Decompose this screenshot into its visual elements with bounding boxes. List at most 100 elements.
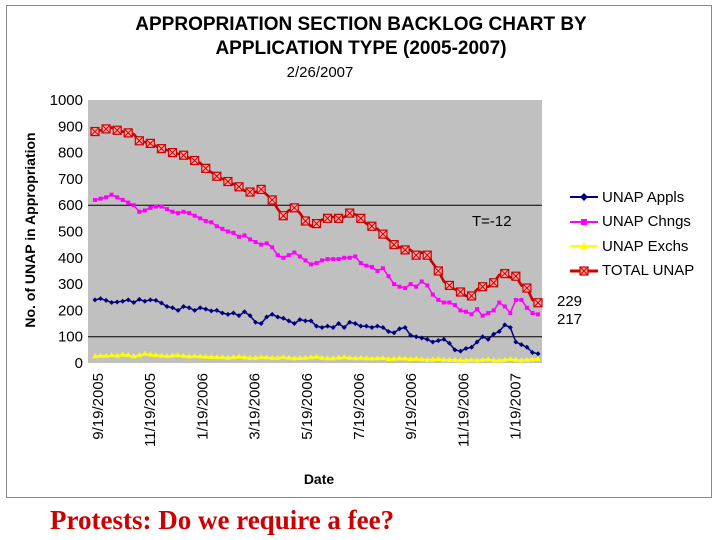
data-point-cross bbox=[168, 148, 177, 157]
data-point bbox=[463, 346, 469, 352]
chart-title: APPROPRIATION SECTION BACKLOG CHART BY bbox=[135, 14, 587, 35]
data-point bbox=[264, 314, 270, 320]
data-point bbox=[385, 328, 391, 334]
data-point bbox=[464, 309, 469, 314]
data-point bbox=[197, 353, 204, 359]
legend-item: UNAP Chngs bbox=[570, 210, 720, 235]
data-point bbox=[142, 298, 148, 304]
data-point bbox=[469, 344, 475, 350]
data-point bbox=[147, 297, 153, 303]
data-point bbox=[402, 324, 408, 330]
data-point bbox=[120, 298, 126, 304]
data-point bbox=[518, 342, 524, 348]
chart-plot: 0 100 200 300 400 500 600 700 800 900 1000 9/19/200… bbox=[50, 92, 582, 447]
data-point bbox=[513, 297, 518, 302]
data-point bbox=[446, 356, 453, 362]
data-point-cross bbox=[334, 213, 344, 223]
data-point bbox=[429, 356, 436, 362]
data-point bbox=[175, 352, 182, 358]
data-point bbox=[98, 296, 104, 302]
legend-label-total: TOTAL UNAP bbox=[602, 262, 695, 280]
x-tick-label: 5/19/2006 bbox=[299, 373, 316, 440]
data-point bbox=[141, 350, 148, 356]
data-point-cross bbox=[212, 171, 222, 181]
data-point bbox=[325, 323, 331, 329]
data-point bbox=[457, 348, 463, 354]
data-point bbox=[275, 314, 281, 320]
data-point bbox=[258, 354, 265, 360]
data-point bbox=[485, 356, 492, 362]
data-point bbox=[368, 355, 375, 361]
data-point bbox=[142, 208, 147, 213]
data-point bbox=[391, 355, 398, 361]
y-tick-label: 500 bbox=[58, 224, 83, 241]
data-point bbox=[286, 318, 292, 324]
data-point bbox=[186, 305, 192, 311]
data-point bbox=[114, 352, 121, 358]
data-point bbox=[286, 253, 291, 258]
data-point bbox=[441, 336, 447, 342]
data-point bbox=[392, 282, 397, 287]
data-point bbox=[418, 356, 425, 362]
legend-swatch-exchs bbox=[570, 242, 598, 250]
data-point bbox=[374, 323, 380, 329]
data-point bbox=[336, 321, 342, 327]
legend-swatch-chngs bbox=[570, 218, 598, 225]
data-point-cross bbox=[533, 298, 543, 308]
data-point bbox=[353, 254, 358, 259]
data-point bbox=[231, 230, 236, 235]
data-point bbox=[109, 300, 115, 306]
data-point bbox=[225, 311, 231, 317]
data-point-cross bbox=[522, 283, 532, 293]
data-point bbox=[430, 339, 436, 345]
data-point bbox=[103, 297, 109, 303]
data-point bbox=[270, 245, 275, 250]
data-point bbox=[153, 204, 158, 209]
data-point bbox=[131, 300, 137, 306]
data-point bbox=[153, 297, 159, 303]
data-point bbox=[475, 307, 480, 312]
y-tick-label: 600 bbox=[58, 197, 83, 214]
data-point-cross bbox=[467, 291, 476, 301]
data-point bbox=[175, 307, 181, 313]
data-point bbox=[308, 262, 313, 267]
data-point bbox=[419, 335, 425, 341]
data-point-cross bbox=[256, 185, 266, 194]
data-point bbox=[219, 310, 225, 316]
data-point bbox=[186, 353, 193, 359]
data-point bbox=[303, 258, 308, 263]
data-point bbox=[440, 356, 447, 362]
data-point bbox=[159, 204, 164, 209]
data-point bbox=[104, 195, 109, 200]
data-point bbox=[496, 328, 502, 334]
data-point bbox=[269, 354, 276, 360]
data-point-cross bbox=[511, 271, 521, 281]
legend-label-appls: UNAP Appls bbox=[602, 188, 685, 206]
data-point bbox=[363, 355, 370, 361]
data-point bbox=[259, 242, 264, 247]
data-point bbox=[424, 356, 431, 362]
data-point bbox=[385, 356, 392, 362]
data-point bbox=[380, 266, 385, 271]
data-point bbox=[136, 296, 142, 302]
data-point bbox=[235, 353, 242, 359]
data-point bbox=[214, 307, 220, 313]
data-point bbox=[369, 265, 374, 270]
data-point bbox=[319, 354, 326, 360]
x-tick-label: 11/19/2005 bbox=[142, 373, 159, 447]
data-point bbox=[408, 332, 414, 338]
data-point bbox=[203, 218, 208, 223]
data-point bbox=[536, 312, 540, 317]
data-point bbox=[424, 336, 430, 342]
data-point bbox=[109, 192, 114, 197]
data-point bbox=[341, 324, 347, 330]
data-point bbox=[269, 311, 275, 317]
data-point bbox=[391, 330, 397, 336]
data-point bbox=[458, 308, 463, 313]
data-point bbox=[403, 286, 408, 291]
data-point-cross bbox=[367, 221, 377, 231]
legend-item: TOTAL UNAP bbox=[570, 259, 720, 284]
data-point-cross bbox=[278, 211, 288, 221]
data-point bbox=[375, 268, 380, 273]
data-point-cross bbox=[289, 203, 299, 213]
